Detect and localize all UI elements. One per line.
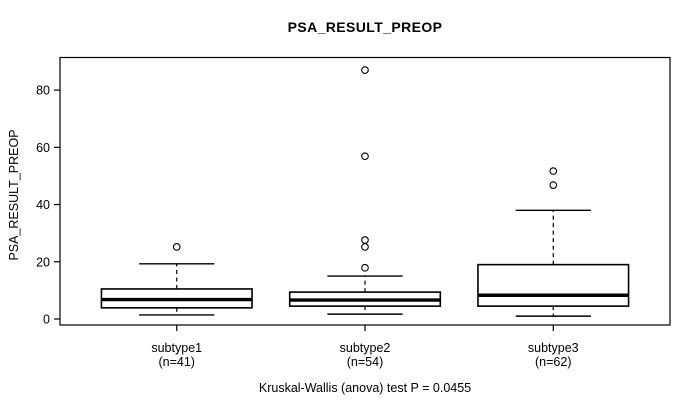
outlier-point bbox=[361, 66, 369, 74]
outlier-point bbox=[549, 167, 558, 175]
outlier-point bbox=[361, 263, 369, 272]
outlier-point bbox=[361, 152, 369, 161]
y-axis-label: PSA_RESULT_PREOP bbox=[7, 129, 21, 261]
chart-title: PSA_RESULT_PREOP bbox=[287, 19, 443, 35]
y-tick-label: 80 bbox=[36, 84, 50, 98]
y-tick-label: 60 bbox=[36, 141, 50, 155]
outlier-point bbox=[361, 243, 369, 251]
x-category-sublabel: (n=41) bbox=[158, 355, 194, 369]
x-category-label: subtype2 bbox=[340, 341, 391, 355]
iqr-box bbox=[477, 263, 630, 307]
stats-caption: Kruskal-Wallis (anova) test P = 0.0455 bbox=[258, 381, 472, 395]
x-category-label: subtype3 bbox=[528, 341, 579, 355]
outlier-point bbox=[361, 236, 369, 244]
outlier-point bbox=[549, 181, 558, 189]
x-category-sublabel: (n=54) bbox=[347, 355, 383, 369]
x-category-sublabel: (n=62) bbox=[535, 355, 571, 369]
outlier-point bbox=[172, 243, 181, 251]
x-category-label: subtype1 bbox=[151, 341, 202, 355]
y-tick-label: 0 bbox=[43, 312, 50, 326]
y-tick-label: 20 bbox=[36, 255, 50, 269]
y-tick-label: 40 bbox=[36, 198, 50, 212]
